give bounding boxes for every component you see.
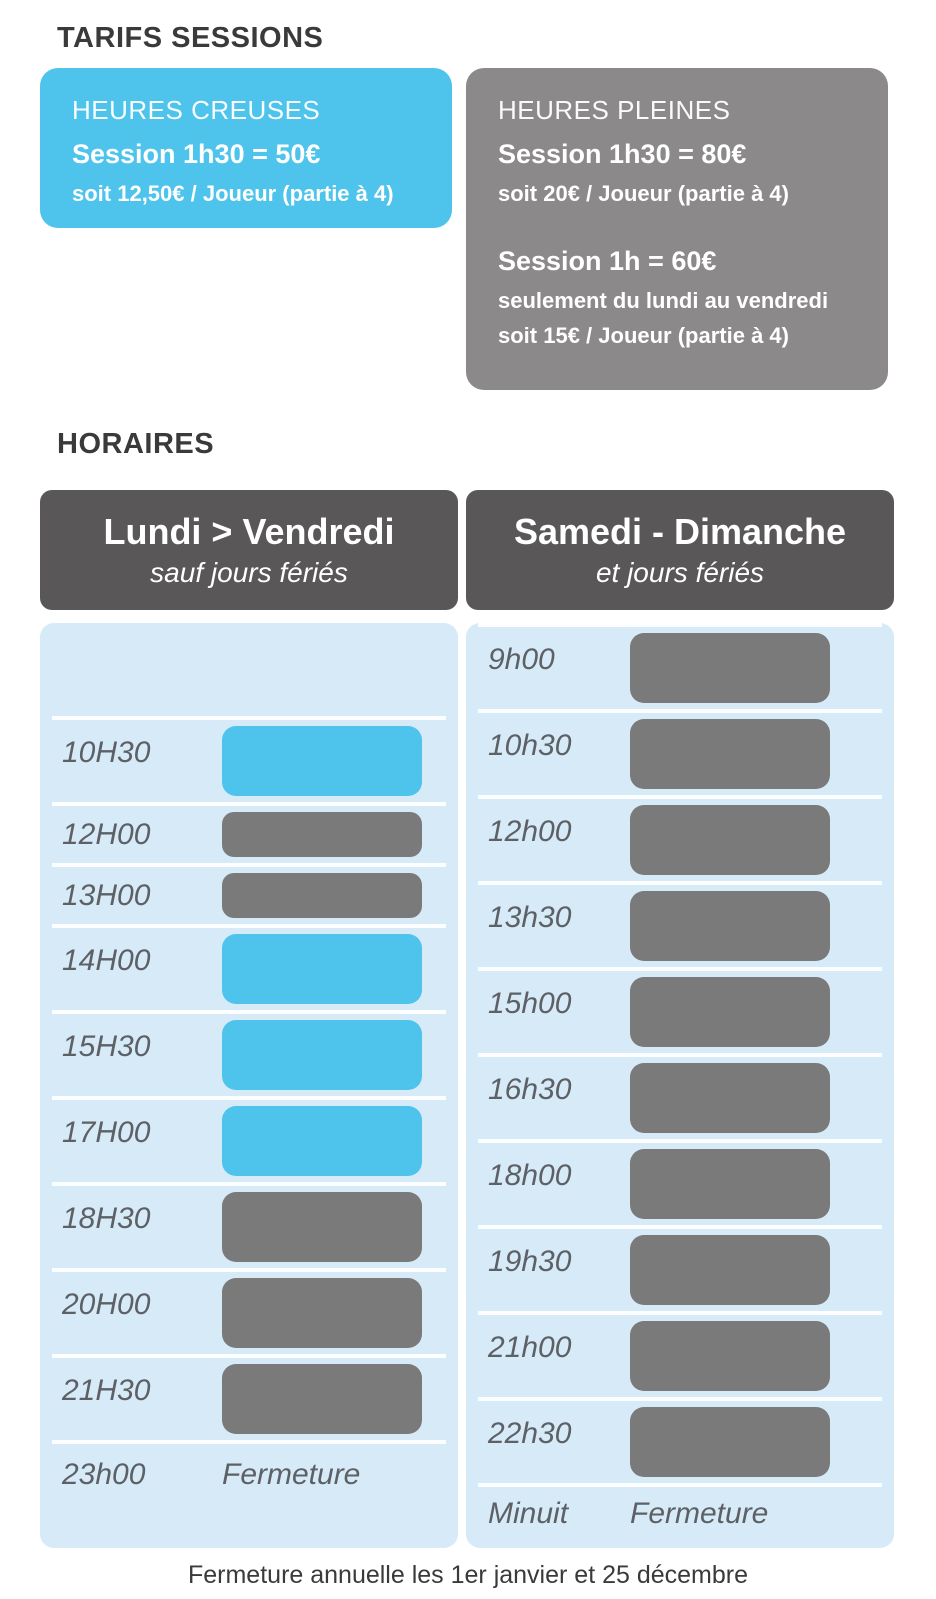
schedule-row: Minuit Fermeture — [478, 1483, 882, 1541]
schedule-row: 12h00 — [478, 795, 882, 881]
time-label: 15h00 — [488, 987, 572, 1020]
closure-label: Fermeture — [222, 1458, 361, 1491]
schedule-row: 13H00 — [52, 863, 446, 924]
schedule-row: 18H30 — [52, 1182, 446, 1268]
time-label: 21h00 — [488, 1331, 572, 1364]
off-peak-label: HEURES CREUSES — [72, 95, 321, 125]
schedule: Lundi > Vendredi sauf jours fériés 10H30… — [40, 490, 936, 1548]
session-slot-bar — [630, 1063, 830, 1133]
weekday-header: Lundi > Vendredi sauf jours fériés — [40, 490, 458, 610]
schedule-row: 23h00 Fermeture — [52, 1440, 446, 1543]
time-label: 21H30 — [62, 1374, 151, 1407]
session-slot-bar — [222, 1020, 422, 1090]
weekend-column: Samedi - Dimanche et jours fériés 9h00 10… — [466, 490, 894, 1548]
weekday-column: Lundi > Vendredi sauf jours fériés 10H30… — [40, 490, 458, 1548]
schedule-row: 15H30 — [52, 1010, 446, 1096]
time-label: 10h30 — [488, 729, 572, 762]
time-label: 20H00 — [62, 1288, 151, 1321]
pricing-cards: HEURES CREUSES Session 1h30 = 50€ soit 1… — [40, 68, 936, 390]
peak-price-main-2: Session 1h = 60€ — [498, 246, 717, 276]
schedule-row: 17H00 — [52, 1096, 446, 1182]
schedule-row: 16h30 — [478, 1053, 882, 1139]
time-label: 16h30 — [488, 1073, 572, 1106]
schedule-row: 13h30 — [478, 881, 882, 967]
time-label: 22h30 — [488, 1417, 572, 1450]
session-slot-bar — [630, 805, 830, 875]
time-label: 13H00 — [62, 878, 151, 912]
peak-price-detail: soit 20€ / Joueur (partie à 4) — [498, 181, 789, 206]
session-slot-bar — [630, 633, 830, 703]
session-slot-bar — [222, 726, 422, 796]
session-slot-bar — [630, 1235, 830, 1305]
weekend-header-title: Samedi - Dimanche — [513, 511, 847, 553]
weekday-header-title: Lundi > Vendredi — [103, 511, 395, 553]
time-label: 13h30 — [488, 901, 572, 934]
session-slot-bar — [222, 812, 422, 857]
session-slot-bar — [222, 1106, 422, 1176]
schedule-row: 14H00 — [52, 924, 446, 1010]
card-heures-creuses: HEURES CREUSES Session 1h30 = 50€ soit 1… — [40, 68, 452, 228]
weekend-header-subtitle: et jours fériés — [595, 556, 765, 588]
session-slot-bar — [222, 1192, 422, 1262]
schedule-row — [52, 623, 446, 716]
schedule-row: 12H00 — [52, 802, 446, 863]
schedule-row: 15h00 — [478, 967, 882, 1053]
time-label: 9h00 — [488, 643, 555, 676]
session-slot-bar — [630, 719, 830, 789]
weekend-schedule-panel: 9h00 10h30 12h00 13h30 15h00 16h30 18h00 19h30 2… — [466, 623, 894, 1548]
horaires-title: HORAIRES — [57, 428, 215, 460]
time-label: 19h30 — [488, 1245, 572, 1278]
schedule-row: 21H30 — [52, 1354, 446, 1440]
time-label: 17H00 — [62, 1116, 151, 1149]
schedule-row: 19h30 — [478, 1225, 882, 1311]
time-label: 15H30 — [62, 1030, 151, 1063]
time-label: 23h00 — [62, 1458, 146, 1491]
time-label: 18H30 — [62, 1202, 151, 1235]
time-label: 12H00 — [62, 817, 151, 851]
schedule-row: 21h00 — [478, 1311, 882, 1397]
session-slot-bar — [630, 977, 830, 1047]
off-peak-price-detail: soit 12,50€ / Joueur (partie à 4) — [72, 181, 394, 206]
page-title: TARIFS SESSIONS — [57, 22, 324, 54]
session-slot-bar — [630, 1407, 830, 1477]
session-slot-bar — [630, 1321, 830, 1391]
weekend-header: Samedi - Dimanche et jours fériés — [466, 490, 894, 610]
time-label: 10H30 — [62, 736, 151, 769]
session-slot-bar — [222, 873, 422, 918]
peak-label: HEURES PLEINES — [498, 95, 731, 125]
time-label: 18h00 — [488, 1159, 572, 1192]
time-label: Minuit — [488, 1497, 569, 1530]
peak-price-detail-2: soit 15€ / Joueur (partie à 4) — [498, 323, 789, 348]
peak-price-note-2: seulement du lundi au vendredi — [498, 288, 829, 313]
card-heures-pleines: HEURES PLEINES Session 1h30 = 80€ soit 2… — [466, 68, 888, 390]
weekday-schedule-panel: 10H30 12H00 13H00 14H00 15H30 17H00 18H30 20H00… — [40, 623, 458, 1548]
schedule-row: 9h00 — [478, 623, 882, 709]
weekday-header-subtitle: sauf jours fériés — [150, 556, 348, 588]
session-slot-bar — [222, 1364, 422, 1434]
schedule-row: 22h30 — [478, 1397, 882, 1483]
session-slot-bar — [222, 934, 422, 1004]
time-label: 12h00 — [488, 815, 572, 848]
session-slot-bar — [630, 891, 830, 961]
session-slot-bar — [630, 1149, 830, 1219]
schedule-row: 10H30 — [52, 716, 446, 802]
off-peak-price-main: Session 1h30 = 50€ — [72, 139, 321, 169]
schedule-row: 10h30 — [478, 709, 882, 795]
annual-closure-note: Fermeture annuelle les 1er janvier et 25… — [187, 1561, 749, 1589]
schedule-row: 18h00 — [478, 1139, 882, 1225]
schedule-row: 20H00 — [52, 1268, 446, 1354]
peak-price-main: Session 1h30 = 80€ — [498, 139, 747, 169]
closure-label: Fermeture — [630, 1497, 769, 1530]
time-label: 14H00 — [62, 944, 151, 977]
session-slot-bar — [222, 1278, 422, 1348]
